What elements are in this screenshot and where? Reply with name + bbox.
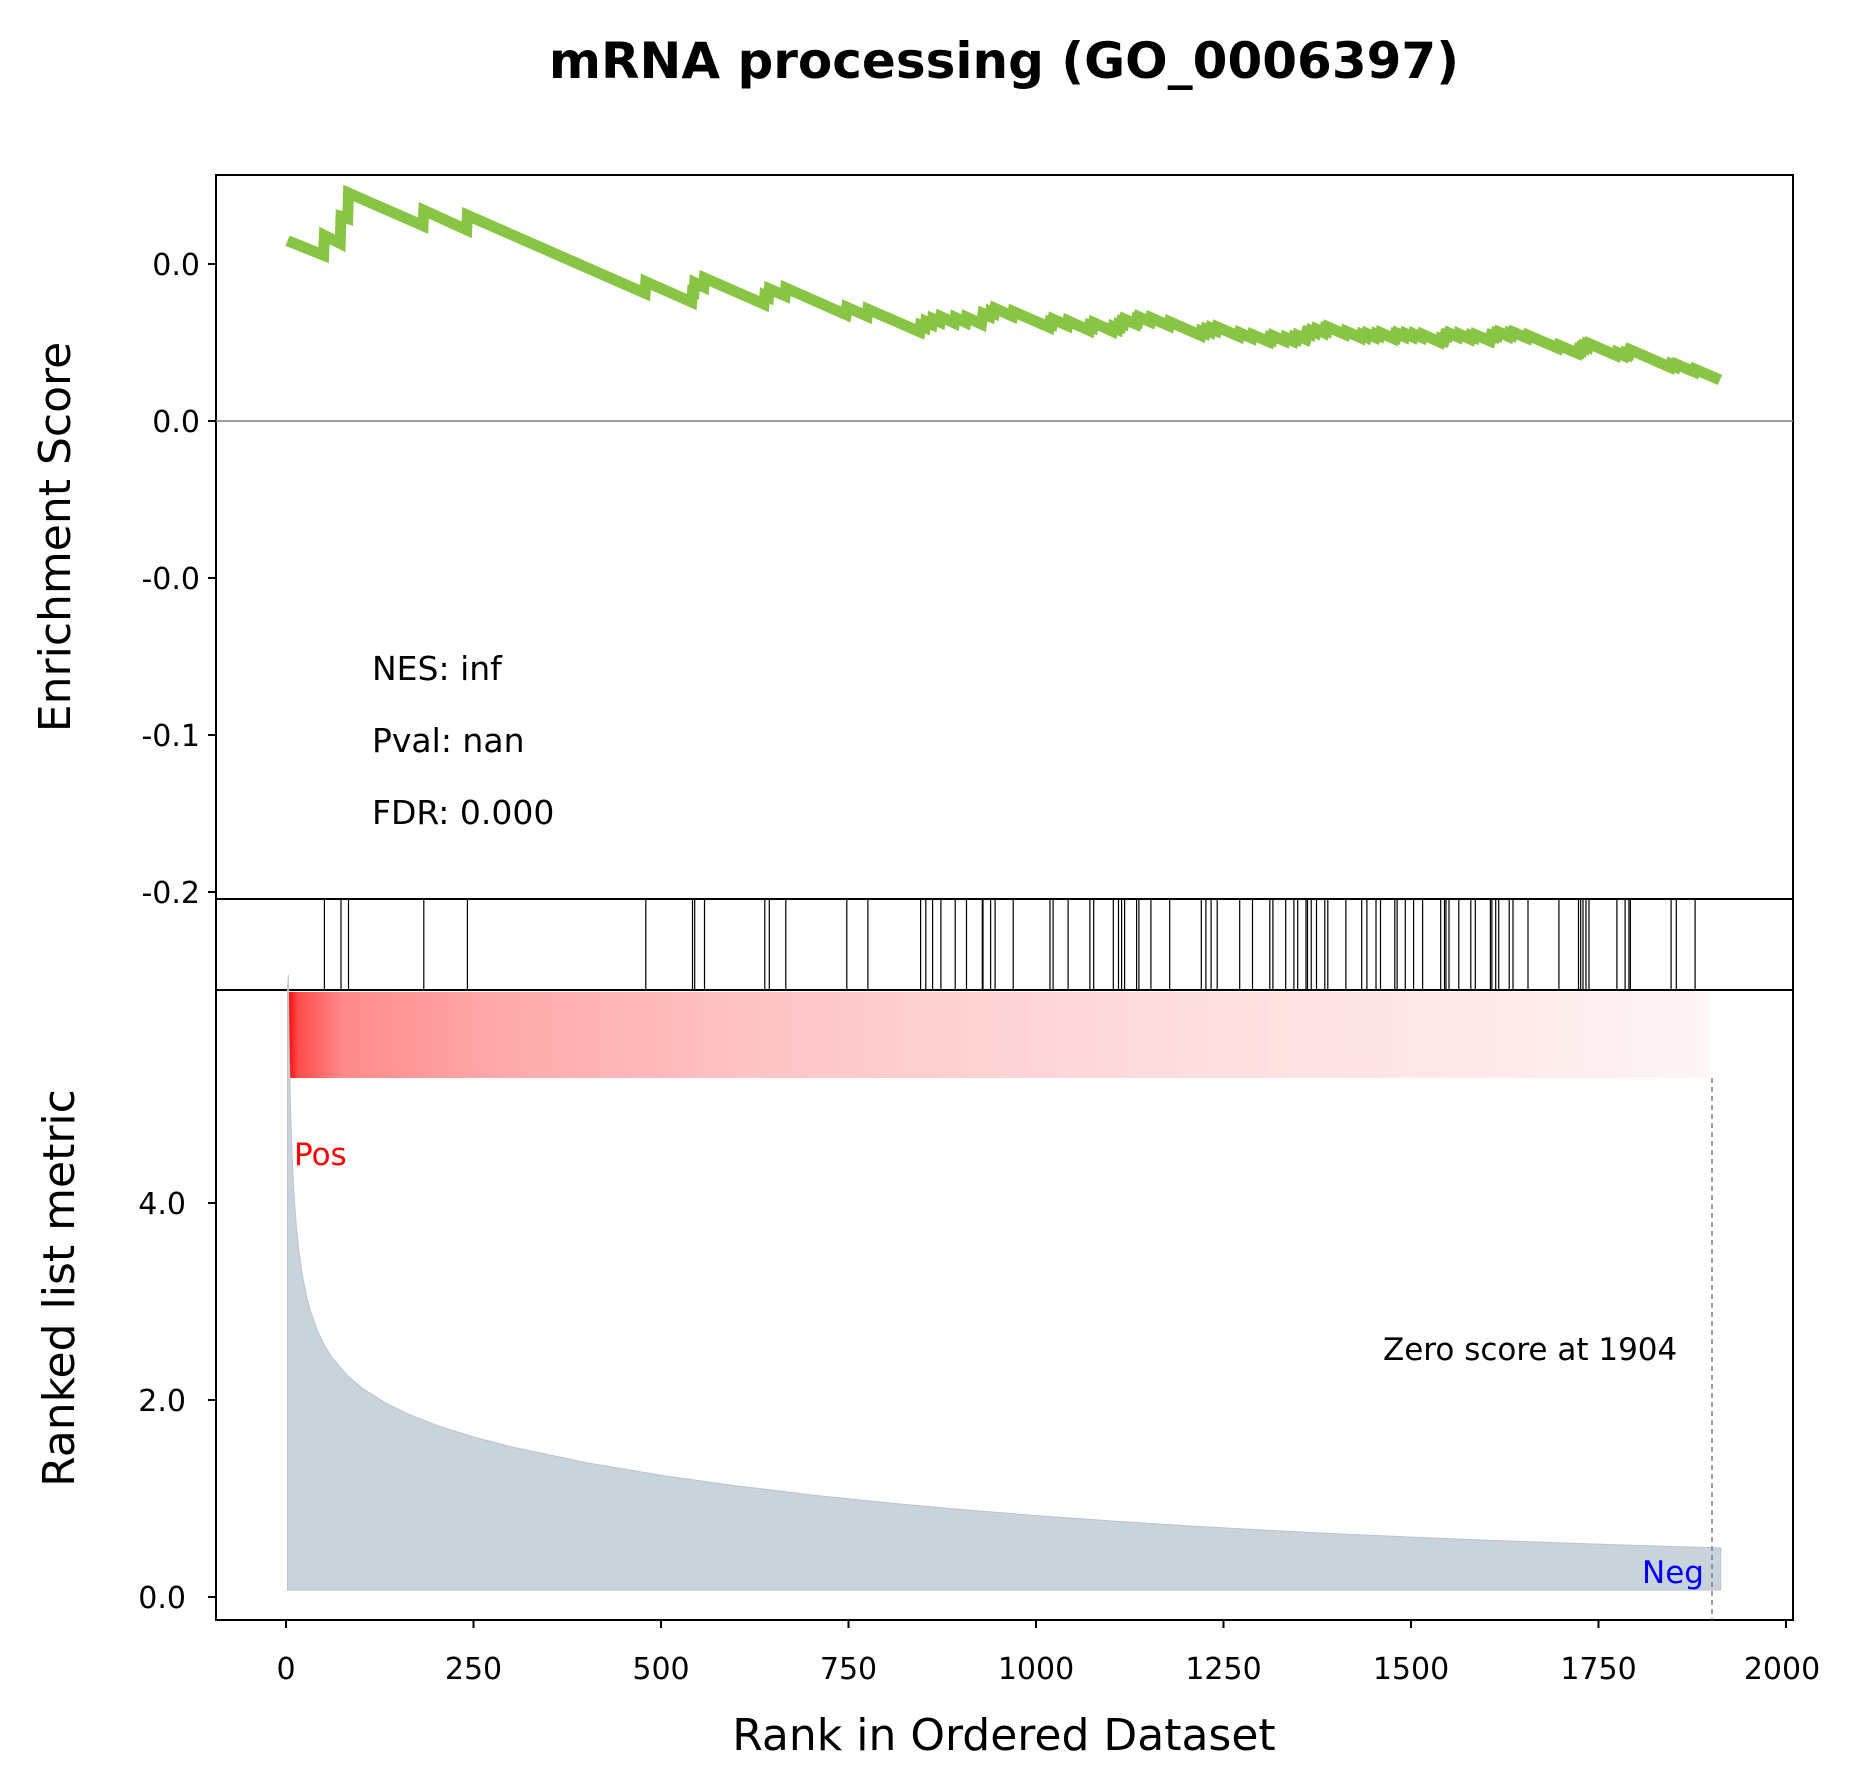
zero-score-label: Zero score at 1904 [1383,1332,1677,1368]
nes-label: NES: inf [372,649,503,688]
es-y-ticks: 0.0 0.0 -0.0 -0.1 -0.2 [141,248,216,911]
metric-ytick-label: 2.0 [138,1384,186,1419]
metric-ytick-label: 0.0 [138,1581,186,1616]
xtick-label: 0 [276,1652,295,1687]
es-panel-frame [215,174,1794,900]
es-ytick-label: 0.0 [152,248,200,283]
pval-label: Pval: nan [372,721,524,760]
xtick-label: 250 [445,1652,502,1687]
xtick-label: 1750 [1560,1652,1636,1687]
xtick-label: 1250 [1185,1652,1261,1687]
xtick-label: 1000 [998,1652,1074,1687]
xtick-label: 750 [820,1652,877,1687]
metric-panel-frame [215,989,1794,1621]
es-panel: 0.0 0.0 -0.0 -0.1 -0.2 NES: inf Pval: na… [30,174,1794,911]
metric-area [287,975,1722,1591]
fdr-label: FDR: 0.000 [372,793,554,832]
xtick-label: 500 [632,1652,689,1687]
x-axis-label: Rank in Ordered Dataset [732,1710,1275,1761]
xtick-label: 1500 [1373,1652,1449,1687]
es-ytick-label: -0.2 [141,876,200,911]
pos-label: Pos [294,1137,347,1173]
neg-label: Neg [1642,1555,1704,1591]
metric-y-ticks: 0.0 2.0 4.0 [138,1187,216,1616]
xtick-label: 2000 [1744,1652,1820,1687]
metric-panel: Pos Neg Zero score at 1904 0.0 2.0 4.0 R… [34,975,1794,1621]
es-y-axis-label: Enrichment Score [30,342,81,732]
metric-ytick-label: 4.0 [138,1187,186,1222]
rank-heatmap-bar [287,992,1709,1078]
es-ytick-label: -0.1 [141,719,200,754]
hits-panel-frame [215,898,1794,991]
es-ytick-label: -0.0 [141,562,200,597]
chart-title: mRNA processing (GO_0006397) [549,32,1459,90]
es-line [285,184,1723,385]
hits-panel [215,898,1794,991]
es-ytick-label: 0.0 [152,405,200,440]
metric-y-axis-label: Ranked list metric [34,1089,85,1487]
hit-marks [323,899,1696,990]
x-axis: 0 250 500 750 1000 1250 1500 1750 2000 R… [276,1620,1820,1761]
es-line-group [285,184,1723,385]
